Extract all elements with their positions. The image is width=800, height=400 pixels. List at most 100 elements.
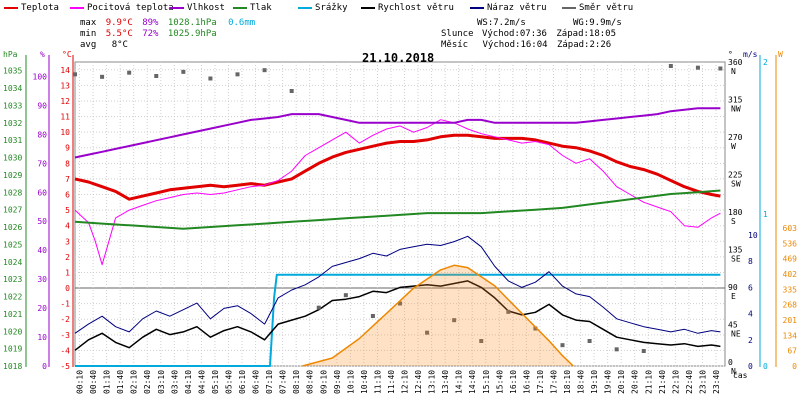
wind-dir-mark [479,339,484,343]
wind-dir-mark [560,343,565,348]
solar-tick-label: 603 [783,224,798,233]
solar-tick-label: 335 [783,285,798,294]
wind-speed-tick-label: 4 [748,310,753,319]
legend-item: Tlak [233,3,272,13]
legend-swatch [470,6,484,9]
wind-dir-mark [235,72,240,77]
x-tick-label: 19:10 [590,370,599,394]
temp-tick-label: 13 [60,81,70,90]
x-tick-label: 04:10 [184,370,193,394]
wind-dir-tick-label: NE [731,330,741,339]
x-tick-label: 17:40 [549,370,558,394]
moon-row: Měsíc Východ:16:04 Západ:2:26 [441,40,611,50]
sunset: Západ:18:05 [556,29,616,39]
wind-dir-tick-degrees: 0 [728,358,733,367]
wind-dir-tick-degrees: 180 [728,208,743,217]
solar-tick-label: 201 [783,316,798,325]
solar-tick-label: 268 [783,301,798,310]
legend-label: Rychlost větru [378,3,454,13]
x-tick-label: 06:10 [238,370,247,394]
sun-row: Slunce Východ:07:36 Západ:18:05 [441,29,616,39]
sun-label: Slunce [441,29,474,39]
wind-dir-mark [614,347,619,352]
temp-tick-label: 6 [65,191,70,200]
x-tick-label: 21:10 [644,370,653,394]
humidity-axis-unit: % [40,50,45,59]
temp-tick-label: -3 [60,331,70,340]
stat-avg-row: avg 8°C [80,40,128,50]
humidity-tick-label: 100 [33,72,48,81]
x-tick-label: 15:40 [495,370,504,394]
wind-speed-tick-label: 6 [748,283,753,292]
x-tick-label: 18:10 [563,370,572,394]
stat-min-row: min 5.5°C 72% 1025.9hPa [80,29,217,39]
solar-tick-label: 469 [783,255,798,264]
series-layer [73,64,723,367]
x-tick-label: 03:10 [157,370,166,394]
legend-label: Tlak [250,3,272,13]
temp-tick-label: 12 [60,97,70,106]
pressure-tick-label: 1024 [3,258,22,267]
legend-item: Teplota [4,3,59,13]
x-tick-label: 00:40 [89,370,98,394]
pressure-tick-label: 1025 [3,240,22,249]
legend-swatch [361,6,375,9]
x-tick-label: 06:40 [252,370,261,394]
pressure-tick-label: 1029 [3,171,22,180]
x-tick-label: 20:10 [617,370,626,394]
wind-speed-tick-label: 8 [748,257,753,266]
pressure-tick-label: 1032 [3,119,22,128]
temp-tick-label: 14 [60,66,70,75]
pressure-tick-label: 1034 [3,84,22,93]
legend-label: Vlhkost [187,3,225,13]
x-tick-label: 13:40 [441,370,450,394]
x-tick-label: 07:10 [265,370,274,394]
x-tick-label: 22:40 [685,370,694,394]
humidity-tick-label: 60 [37,188,47,197]
wind-dir-mark [262,68,267,73]
x-tick-label: 12:10 [401,370,410,394]
x-tick-label: 11:40 [387,370,396,394]
legend-label: Srážky [315,3,348,13]
x-tick-label: 02:40 [143,370,152,394]
wind-dir-mark [100,74,105,79]
pressure-axis-unit: hPa [3,50,18,59]
x-tick-label: 08:40 [306,370,315,394]
moonrise: Východ:16:04 [482,40,548,50]
stat-max-press: 1028.1hPa [167,18,217,28]
wind-dir-tick-label: SW [731,180,741,189]
legend-swatch [562,6,576,9]
humidity-tick-label: 90 [37,101,47,110]
wind-dir-mark [73,72,77,77]
humidity-tick-label: 40 [37,246,47,255]
x-tick-label: 16:40 [522,370,531,394]
temp-tick-label: 5 [65,206,70,215]
x-tick-label: 10:10 [346,370,355,394]
legend-label: Teplota [21,3,59,13]
legend-label: Náraz větru [487,3,547,13]
wind-dir-mark [695,65,700,70]
wg-value: WG:9.9m/s [573,18,622,28]
x-tick-label: 23:40 [712,370,721,394]
temp-tick-label: 11 [60,113,70,122]
wind-dir-mark [289,89,294,93]
wind-dir-tick-label: N [731,367,736,376]
series-line [74,133,721,201]
wind-dir-tick-degrees: 315 [728,96,743,105]
series-line [75,273,721,367]
x-tick-label: 09:10 [319,370,328,394]
legend-label: Směr větru [579,3,634,13]
temp-axis-unit: °C [62,50,72,59]
pressure-tick-label: 1023 [3,275,22,284]
pressure-tick-label: 1027 [3,206,22,215]
axes: -5-4-3-2-101234567891011121314°C10181019… [3,50,797,376]
solar-area [302,265,574,366]
x-tick-label: 00:10 [76,370,85,394]
wind-dir-mark [506,309,511,314]
x-tick-label: 02:10 [130,370,139,394]
x-tick-label: 20:40 [631,370,640,394]
wind-dir-mark [370,314,375,318]
wind-dir-tick-label: SE [731,255,741,264]
humidity-tick-label: 70 [37,159,47,168]
stat-max-rain: 0.6mm [228,18,256,28]
